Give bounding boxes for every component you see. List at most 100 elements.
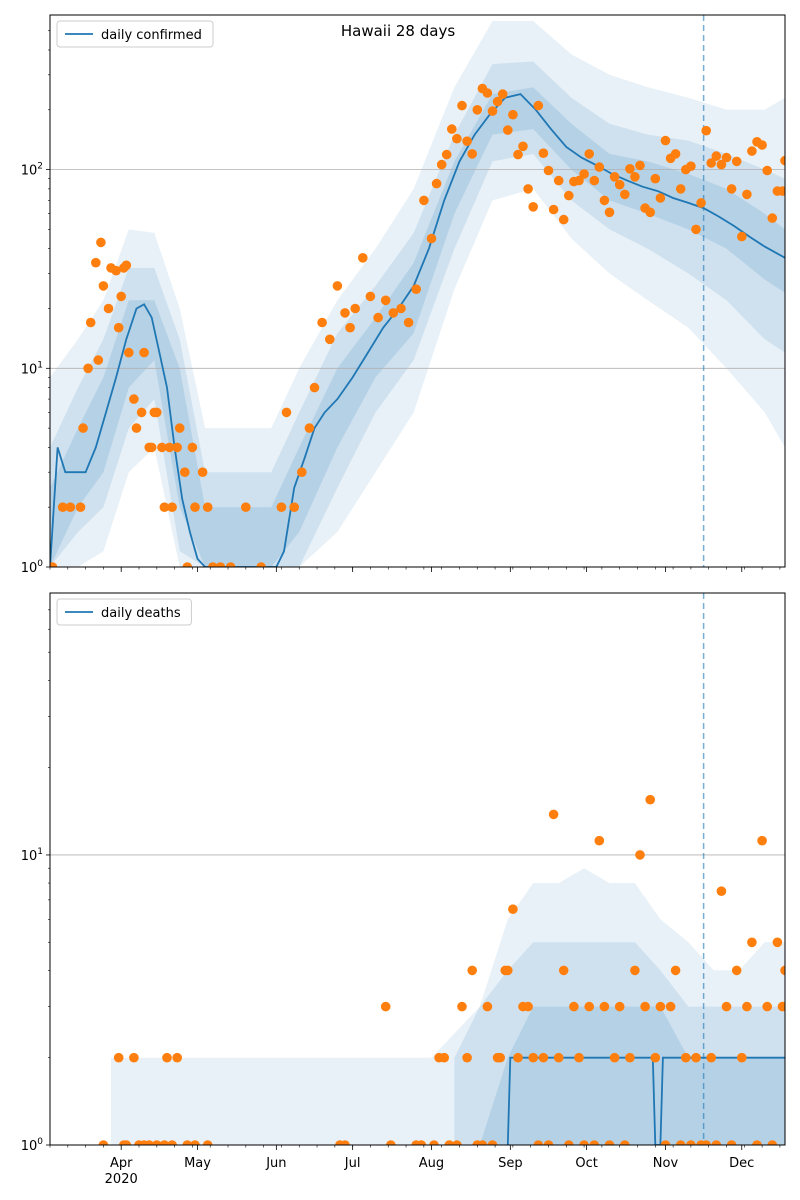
observed-point [113,322,124,333]
observed-point [358,252,368,263]
observed-point [609,172,620,182]
observed-point [523,184,533,194]
observed-point [144,1140,154,1145]
observed-point [174,423,185,433]
observed-point [731,156,742,167]
x-tick-label: Jul [344,1156,361,1171]
observed-point [665,1001,676,1012]
observed-point [620,1140,630,1145]
observed-point [457,100,467,111]
observed-point [675,1140,686,1145]
observed-point [655,193,666,203]
observed-point [429,1140,439,1145]
observed-point [436,159,447,170]
observed-point [620,189,630,200]
observed-point [528,1052,538,1063]
observed-point [645,207,655,218]
panel-daily-deaths: 100 101 Apr May Jun Jul Aug Sep Oct Nov Dec 2020 dai… [21,592,786,1187]
observed-point [78,423,88,433]
observed-point [172,442,182,453]
observed-point [85,317,96,328]
observed-point [757,140,767,150]
observed-point [202,502,213,512]
observed-point [190,502,200,512]
observed-point [241,502,251,512]
observed-point [518,141,528,152]
observed-point [564,190,574,201]
observed-point [543,1140,554,1145]
observed-point [467,149,478,159]
observed-point [180,467,190,478]
observed-point [503,965,513,976]
observed-point [589,1140,600,1145]
y-tick-label: 102 [21,162,43,179]
observed-point [65,502,76,512]
observed-point [660,135,671,146]
observed-point [441,149,452,160]
observed-point [655,1001,666,1012]
observed-point [513,1052,523,1063]
observed-point [681,1052,691,1063]
y-tick-label: 100 [21,1137,44,1154]
chart-title: Hawaii 28 days [341,22,455,40]
observed-point [614,179,625,190]
observed-point [497,89,508,99]
observed-point [780,965,785,976]
observed-point [574,1052,584,1063]
observed-point [129,394,139,404]
observed-point [187,442,198,453]
observed-point [304,423,315,433]
x-tick-label: May [184,1156,211,1171]
observed-point [411,284,422,295]
observed-point [340,1140,350,1145]
observed-point [152,407,162,418]
observed-point [503,125,513,135]
legend-label: daily confirmed [101,28,202,43]
observed-point [614,1001,625,1012]
observed-point [721,1001,732,1012]
observed-point [136,407,147,418]
observed-point [762,165,772,176]
observed-point [98,281,109,291]
axes-frame [49,592,786,1146]
y-tick-label: 101 [21,847,43,864]
observed-point [579,169,589,179]
observed-point [635,160,645,171]
observed-point [650,173,661,184]
observed-point [75,502,86,512]
observed-point [762,1001,772,1012]
legend-box [56,20,214,48]
observed-point [167,502,177,512]
observed-point [737,1052,747,1063]
x-tick-label: Apr [110,1156,133,1171]
observed-point [711,151,722,161]
observed-point [523,1001,533,1012]
observed-point [625,164,635,174]
observed-point [495,1052,506,1063]
observed-point [721,152,732,163]
observed-point [706,158,716,168]
observed-point [477,1140,488,1145]
observed-point [645,794,655,805]
observed-point [487,1140,498,1145]
observed-point [558,965,569,976]
observed-point [564,1140,574,1145]
observed-point [772,937,783,948]
observed-point [513,149,523,160]
y-tick-label: 101 [21,360,43,377]
observed-point [289,502,300,512]
observed-point [419,195,429,206]
observed-point [447,124,457,134]
observed-point [731,965,742,976]
observed-point [309,382,320,393]
observed-point [767,1140,778,1145]
observed-point [650,1052,661,1063]
observed-point [457,1001,467,1012]
observed-point [444,1140,455,1145]
observed-point [121,260,132,271]
uncertainty-band-outer [111,868,785,1145]
observed-point [416,1140,427,1145]
observed-point [121,1140,132,1145]
observed-point [609,1052,620,1063]
